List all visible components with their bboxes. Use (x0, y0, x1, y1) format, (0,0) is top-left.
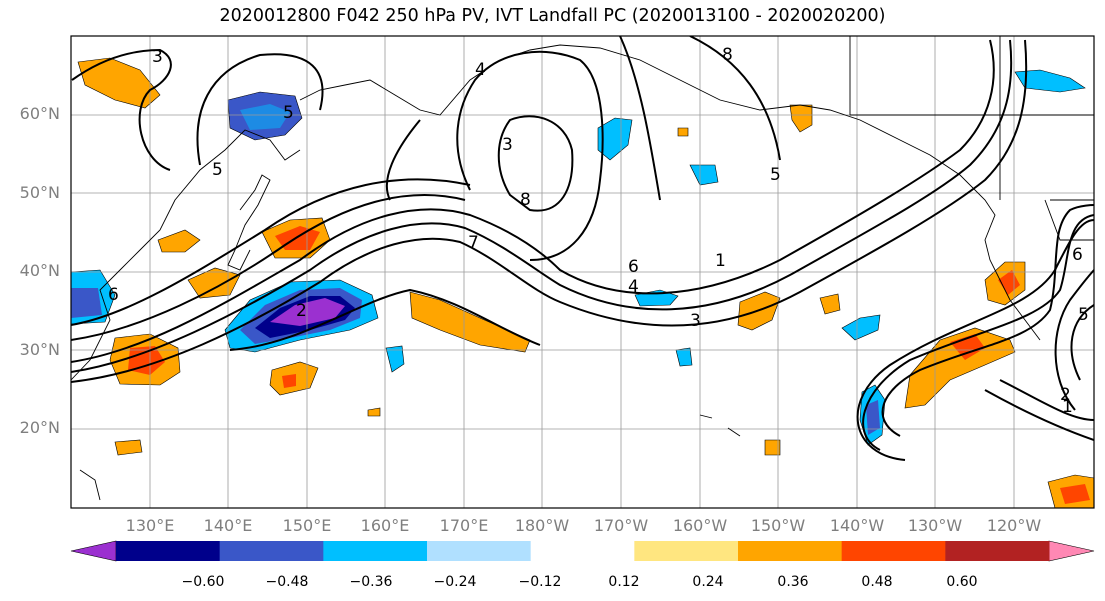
ivt-contours (71, 36, 1094, 461)
colorbar-tick-label: 0.48 (861, 574, 893, 590)
colorbar-tick-label: −0.48 (265, 574, 309, 590)
lon-label-160e: 160°E (360, 516, 410, 535)
colorbar-tick-label: 0.36 (777, 574, 809, 590)
contour-label: 1 (715, 251, 726, 271)
colorbar-segment (116, 541, 221, 561)
contour-label: 2 (296, 301, 307, 321)
contour-label: 8 (520, 190, 531, 210)
colorbar-tick-label: −0.36 (349, 574, 393, 590)
coastlines (71, 36, 1094, 501)
contour-label: 3 (690, 311, 701, 331)
contour-label: 6 (628, 257, 639, 277)
lon-label-140w: 140°W (829, 516, 885, 535)
contour-label: 7 (468, 233, 479, 253)
lon-label-170w: 170°W (593, 516, 649, 535)
map-title: 2020012800 F042 250 hPa PV, IVT Landfall… (219, 6, 886, 26)
contour-label: 2 (1060, 385, 1071, 405)
colorbar-tick-label: 0.24 (692, 574, 724, 590)
lat-label-50n: 50°N (19, 183, 60, 202)
contour-label: 6 (108, 285, 119, 305)
colorbar-segment (323, 541, 428, 561)
colorbar-left-extension (70, 540, 117, 562)
lat-label-30n: 30°N (19, 340, 60, 359)
colorbar-segment (530, 541, 635, 561)
contour-label: 3 (502, 135, 513, 155)
colorbar-segment (219, 541, 324, 561)
lon-label-160w: 160°W (672, 516, 728, 535)
contour-label: 5 (770, 165, 781, 185)
colorbar-segment (841, 541, 946, 561)
map-border (70, 35, 1095, 509)
lon-label-170e: 170°E (439, 516, 489, 535)
contour-label: 5 (283, 103, 294, 123)
colorbar-segment (634, 541, 739, 561)
contour-label: 4 (628, 277, 639, 297)
colorbar-segment (738, 541, 843, 561)
contour-label: 3 (152, 47, 163, 67)
lon-label-120w: 120°W (986, 516, 1042, 535)
contour-label: 5 (1078, 305, 1089, 325)
lon-label-150e: 150°E (282, 516, 332, 535)
colorbar-segment (427, 541, 532, 561)
colorbar (70, 540, 1095, 562)
colorbar-tick-label: 0.12 (608, 574, 640, 590)
lon-label-130w: 130°W (907, 516, 963, 535)
lon-label-180w: 180°W (514, 516, 570, 535)
colorbar-tick-label: 0.60 (946, 574, 978, 590)
colorbar-right-extension (1048, 540, 1095, 562)
lat-label-40n: 40°N (19, 261, 60, 280)
contour-label: 6 (1072, 245, 1083, 265)
contour-label: 5 (212, 160, 223, 180)
contour-label: 4 (475, 60, 486, 80)
contour-label: 8 (722, 45, 733, 65)
contour-label: 1 (1062, 397, 1073, 417)
lat-label-60n: 60°N (19, 104, 60, 123)
graticule (71, 36, 1094, 508)
lat-label-20n: 20°N (19, 418, 60, 437)
colorbar-tick-label: −0.12 (518, 574, 562, 590)
colorbar-segment (945, 541, 1050, 561)
colorbar-tick-label: −0.24 (433, 574, 477, 590)
colorbar-tick-label: −0.60 (181, 574, 225, 590)
lon-label-150w: 150°W (750, 516, 806, 535)
lon-label-130e: 130°E (125, 516, 175, 535)
lon-label-140e: 140°E (203, 516, 253, 535)
